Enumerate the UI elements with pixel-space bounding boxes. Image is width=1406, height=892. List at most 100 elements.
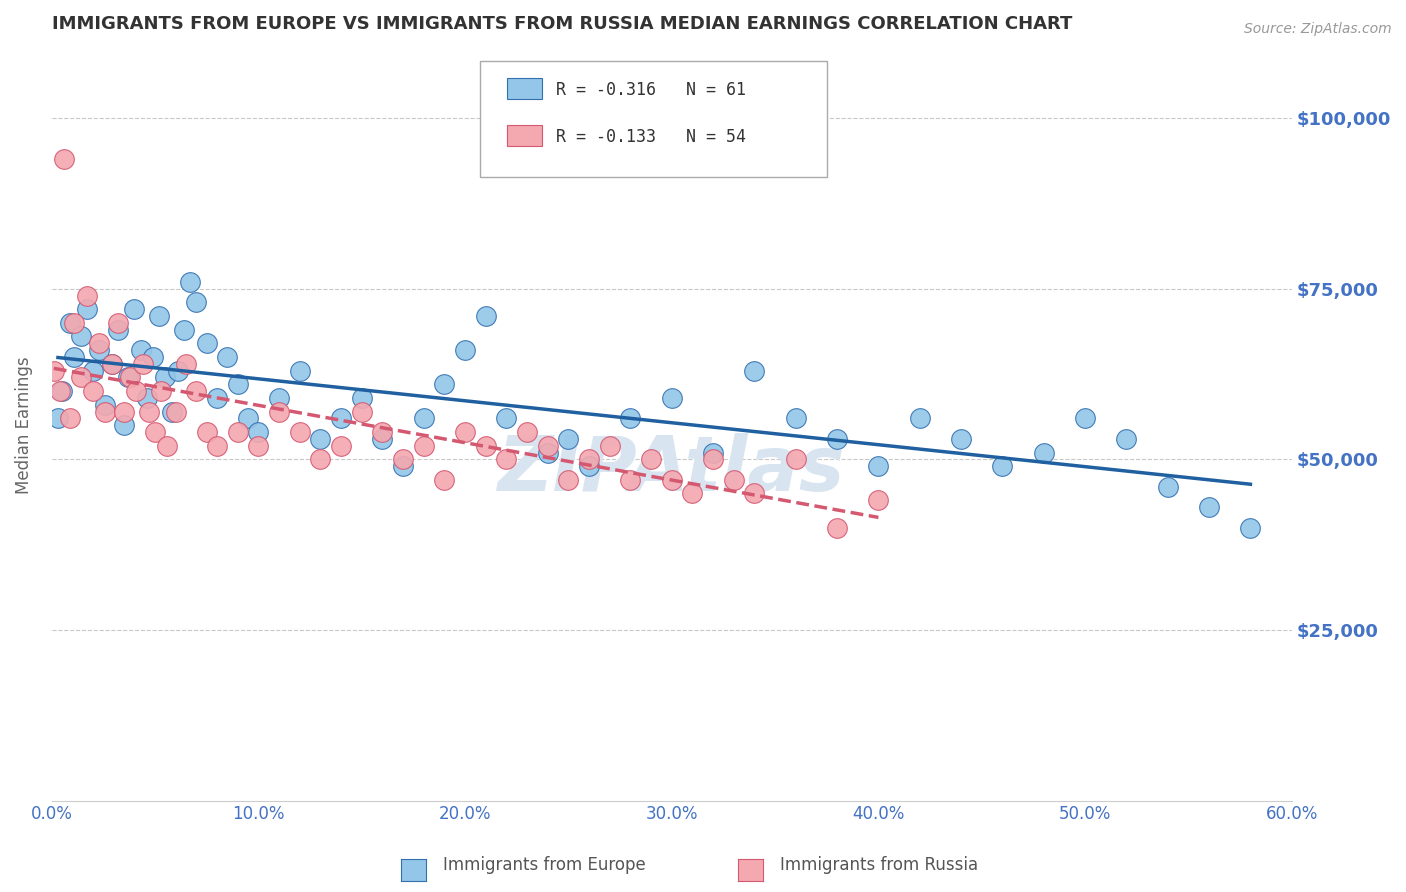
Point <box>94 404 117 418</box>
Point <box>392 459 415 474</box>
Point <box>236 411 259 425</box>
Point <box>599 439 621 453</box>
Point <box>226 425 249 439</box>
Point <box>495 452 517 467</box>
Point <box>681 486 703 500</box>
Point <box>433 377 456 392</box>
Point <box>702 452 724 467</box>
Point <box>785 452 807 467</box>
Point <box>142 350 165 364</box>
Point <box>454 425 477 439</box>
Point <box>392 452 415 467</box>
Point <box>76 302 98 317</box>
Point <box>160 404 183 418</box>
Point <box>619 411 641 425</box>
Point <box>59 316 82 330</box>
Point <box>454 343 477 358</box>
Point <box>785 411 807 425</box>
Point <box>1198 500 1220 515</box>
Point <box>112 404 135 418</box>
Point <box>350 391 373 405</box>
Point <box>148 309 170 323</box>
Point <box>495 411 517 425</box>
Point <box>1157 480 1180 494</box>
Point <box>69 329 91 343</box>
FancyBboxPatch shape <box>506 78 541 99</box>
Point <box>412 411 434 425</box>
Point <box>143 425 166 439</box>
Point <box>288 363 311 377</box>
Point <box>107 323 129 337</box>
Point <box>82 363 104 377</box>
Point <box>433 473 456 487</box>
Point <box>744 363 766 377</box>
Point <box>59 411 82 425</box>
Point <box>129 343 152 358</box>
Point <box>474 309 496 323</box>
Point <box>138 404 160 418</box>
Point <box>156 439 179 453</box>
Text: R = -0.316   N = 61: R = -0.316 N = 61 <box>557 81 747 99</box>
Point <box>63 350 86 364</box>
Point <box>135 391 157 405</box>
Point <box>619 473 641 487</box>
Point <box>702 445 724 459</box>
Point <box>267 404 290 418</box>
Point <box>412 439 434 453</box>
FancyBboxPatch shape <box>479 61 827 178</box>
Point <box>82 384 104 398</box>
Point <box>125 384 148 398</box>
Point <box>42 363 65 377</box>
Point <box>330 411 353 425</box>
Point <box>100 357 122 371</box>
Point <box>112 418 135 433</box>
FancyBboxPatch shape <box>506 125 541 146</box>
Point <box>908 411 931 425</box>
Point <box>46 411 69 425</box>
Point <box>69 370 91 384</box>
Point <box>131 357 153 371</box>
Point <box>661 391 683 405</box>
Point <box>309 452 332 467</box>
Point <box>1074 411 1097 425</box>
Point <box>267 391 290 405</box>
Point <box>950 432 973 446</box>
Point <box>120 370 142 384</box>
Point <box>173 323 195 337</box>
Point <box>166 363 188 377</box>
Point <box>371 432 394 446</box>
Point <box>723 473 745 487</box>
Point <box>165 404 187 418</box>
Point <box>640 452 662 467</box>
Text: Source: ZipAtlas.com: Source: ZipAtlas.com <box>1244 22 1392 37</box>
Point <box>63 316 86 330</box>
Point <box>49 384 72 398</box>
Point <box>350 404 373 418</box>
Point <box>117 370 139 384</box>
Point <box>578 452 600 467</box>
Point <box>825 520 848 534</box>
Point <box>991 459 1014 474</box>
Point <box>155 370 177 384</box>
Point <box>578 459 600 474</box>
Point <box>195 425 218 439</box>
Point <box>537 439 560 453</box>
Point <box>330 439 353 453</box>
Text: Immigrants from Russia: Immigrants from Russia <box>780 856 979 874</box>
Point <box>107 316 129 330</box>
Point <box>1115 432 1137 446</box>
Point <box>51 384 73 398</box>
Point <box>94 398 117 412</box>
Point <box>76 288 98 302</box>
Point <box>868 493 890 508</box>
Point <box>205 439 228 453</box>
Point <box>195 336 218 351</box>
Point <box>516 425 538 439</box>
Point <box>247 425 270 439</box>
Point <box>744 486 766 500</box>
Point <box>89 343 111 358</box>
Text: IMMIGRANTS FROM EUROPE VS IMMIGRANTS FROM RUSSIA MEDIAN EARNINGS CORRELATION CHA: IMMIGRANTS FROM EUROPE VS IMMIGRANTS FRO… <box>52 15 1073 33</box>
Point <box>557 432 579 446</box>
Point <box>247 439 270 453</box>
Point <box>371 425 394 439</box>
